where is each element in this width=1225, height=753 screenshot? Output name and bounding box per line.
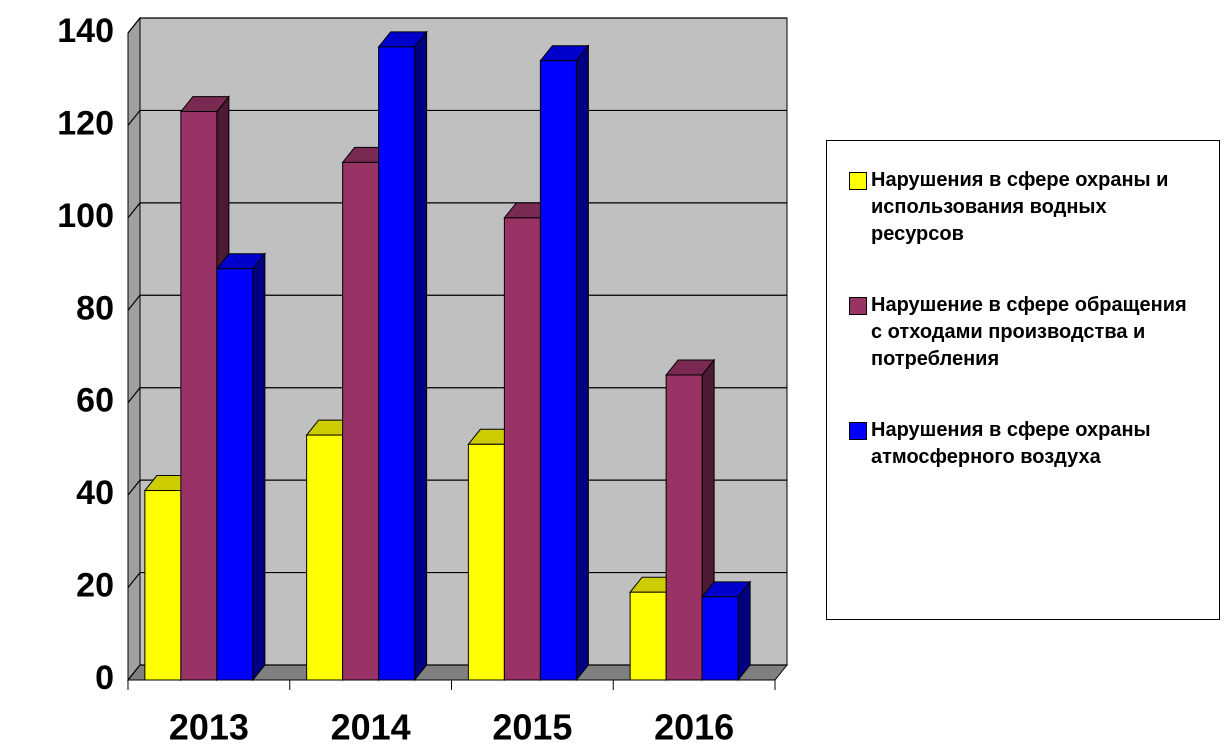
legend-label: Нарушение в сфере обращения с отходами п… xyxy=(871,294,1187,370)
legend-swatch xyxy=(849,172,867,190)
legend-label: Нарушения в сфере охраны и использования… xyxy=(871,169,1169,245)
y-tick-label: 100 xyxy=(57,197,114,235)
legend-item: Нарушения в сфере охраны атмосферного во… xyxy=(849,417,1219,471)
x-tick-label: 2013 xyxy=(169,707,249,748)
grid-line xyxy=(127,17,787,34)
bar-side xyxy=(252,252,266,682)
bar-side xyxy=(575,44,589,682)
bar xyxy=(378,46,416,681)
y-tick-label: 0 xyxy=(95,659,114,697)
bar xyxy=(342,161,380,681)
bar xyxy=(216,268,254,681)
legend-label: Нарушения в сфере охраны атмосферного во… xyxy=(871,419,1151,468)
x-tick-label: 2015 xyxy=(492,707,572,748)
bar-side xyxy=(414,30,428,682)
legend-item: Нарушение в сфере обращения с отходами п… xyxy=(849,292,1219,373)
y-tick-label: 120 xyxy=(57,104,114,142)
y-tick-label: 20 xyxy=(76,567,114,605)
legend-swatch xyxy=(849,422,867,440)
legend-swatch xyxy=(849,297,867,315)
bar xyxy=(180,111,218,681)
bar xyxy=(701,596,739,681)
bar xyxy=(629,591,667,681)
legend: Нарушения в сфере охраны и использования… xyxy=(826,140,1220,620)
bar xyxy=(539,60,577,681)
bar xyxy=(665,374,703,681)
y-tick-label: 60 xyxy=(76,382,114,420)
bar xyxy=(144,490,182,681)
y-tick-label: 80 xyxy=(76,289,114,327)
y-tick-label: 140 xyxy=(57,12,114,50)
y-tick-label: 40 xyxy=(76,474,114,512)
x-tick-label: 2014 xyxy=(331,707,411,748)
x-tick-label: 2016 xyxy=(654,707,734,748)
bar xyxy=(467,443,505,681)
bar xyxy=(503,217,541,681)
bar xyxy=(306,434,344,681)
legend-item: Нарушения в сфере охраны и использования… xyxy=(849,167,1219,248)
bar-side xyxy=(737,580,751,682)
